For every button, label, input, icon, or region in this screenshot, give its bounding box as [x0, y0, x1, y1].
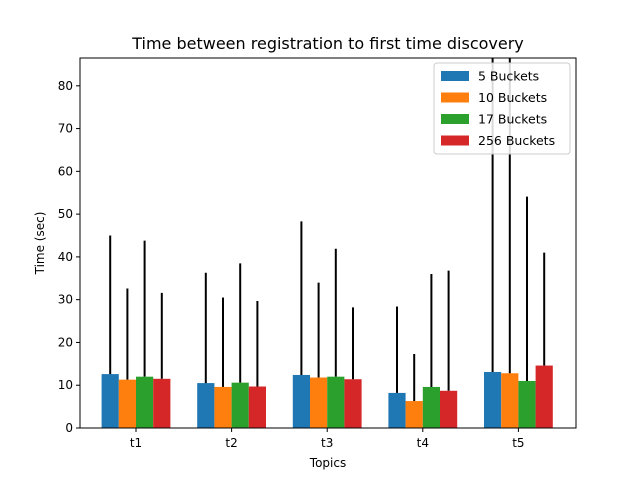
- y-ticks: 0 10 20 30 40 50 60 70 80: [58, 79, 80, 435]
- bar-t4-series-2: [405, 401, 423, 428]
- y-tick-label: 40: [58, 250, 73, 264]
- x-tick-label-t3: t3: [321, 436, 333, 450]
- legend-label-series-3: 17 Buckets: [478, 112, 547, 127]
- legend-swatch-series-1: [441, 71, 469, 81]
- bar-t3-series-3: [327, 376, 345, 428]
- y-tick-label: 0: [65, 421, 73, 435]
- bar-t4-series-1: [388, 392, 406, 428]
- bar-t2-series-3: [231, 382, 249, 428]
- legend-swatch-series-2: [441, 92, 469, 103]
- bar-t1-series-2: [118, 379, 136, 428]
- bar-t5-series-4: [535, 365, 553, 428]
- plot-area: 0 10 20 30 40 50 60 70 80 t1 t2 t3 t4 t5: [58, 57, 577, 450]
- bar-t5-series-3: [518, 380, 536, 428]
- bar-t2-series-4: [248, 386, 266, 428]
- y-tick-label: 50: [58, 207, 73, 221]
- y-tick-label: 20: [58, 335, 73, 349]
- bar-t4-series-4: [440, 390, 458, 428]
- bar-t2-series-1: [197, 383, 215, 428]
- x-tick-label-t5: t5: [512, 436, 524, 450]
- bar-t5-series-1: [484, 371, 502, 428]
- bar-t4-series-3: [422, 386, 440, 428]
- y-tick-label: 10: [58, 378, 73, 392]
- bar-t3-series-4: [344, 379, 362, 428]
- bar-t1-series-1: [101, 374, 119, 428]
- bar-t2-series-2: [214, 386, 232, 428]
- x-tick-label-t1: t1: [130, 436, 142, 450]
- y-tick-label: 70: [58, 122, 73, 136]
- legend-frame: [433, 62, 571, 155]
- bar-t3-series-2: [310, 377, 328, 428]
- axes-frame: [79, 57, 577, 429]
- legend-label-series-4: 256 Buckets: [478, 133, 555, 148]
- legend-swatch-series-4: [441, 135, 469, 146]
- x-axis-label: Topics: [309, 456, 346, 470]
- y-tick-label: 30: [58, 293, 73, 307]
- bars: [101, 365, 553, 428]
- y-axis-label: Time (sec): [33, 212, 47, 276]
- x-tick-label-t4: t4: [417, 436, 429, 450]
- chart-title: Time between registration to first time …: [131, 34, 524, 53]
- legend-label-series-2: 10 Buckets: [478, 90, 547, 105]
- y-tick-label: 80: [58, 79, 73, 93]
- bar-t1-series-3: [136, 376, 154, 428]
- legend-label-series-1: 5 Buckets: [478, 69, 539, 84]
- x-tick-label-t2: t2: [225, 436, 237, 450]
- legend: 5 Buckets 10 Buckets 17 Buckets 256 Buckets: [433, 62, 571, 155]
- y-tick-label: 60: [58, 164, 73, 178]
- bar-t1-series-4: [153, 378, 171, 428]
- bar-t3-series-1: [292, 374, 310, 428]
- x-ticks: t1 t2 t3 t4 t5: [130, 428, 525, 450]
- legend-swatch-series-3: [441, 114, 469, 124]
- bar-t5-series-2: [501, 373, 519, 428]
